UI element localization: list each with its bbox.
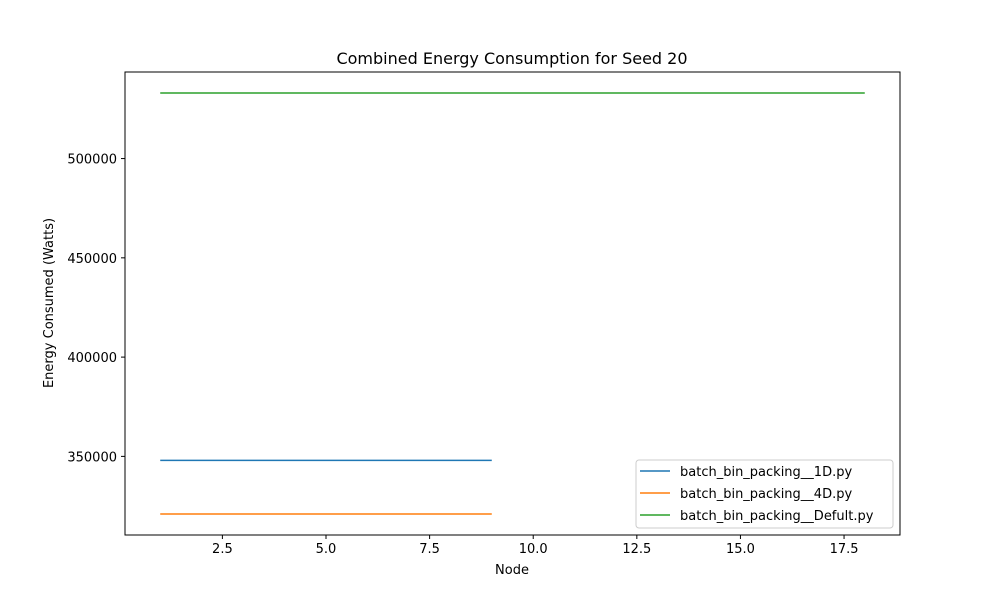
- legend-box: [635, 459, 894, 529]
- x-tick-label: 7.5: [419, 542, 440, 557]
- y-tick-label: 500000: [67, 153, 117, 168]
- legend-entry: batch_bin_packing__Defult.py: [680, 509, 874, 524]
- y-axis-label: Energy Consumed (Watts): [42, 218, 57, 388]
- y-tick-label: 400000: [67, 351, 117, 366]
- x-tick-label: 2.5: [212, 542, 233, 557]
- x-tick-label: 15.0: [726, 542, 755, 557]
- x-axis-label: Node: [495, 563, 529, 578]
- legend-entry: batch_bin_packing__4D.py: [680, 487, 852, 502]
- plot-area: 2.5 5.0 7.5 10.0 12.5 15.0 17.5 350000 400000 450…: [67, 71, 901, 557]
- y-tick-label: 350000: [67, 450, 117, 465]
- x-tick-label: 5.0: [316, 542, 337, 557]
- legend: batch_bin_packing__1D.py batch_bin_packin…: [635, 459, 894, 529]
- chart-title: Combined Energy Consumption for Seed 20: [336, 49, 687, 68]
- y-tick-label: 450000: [67, 252, 117, 267]
- x-tick-label: 12.5: [622, 542, 651, 557]
- x-tick-label: 10.0: [519, 542, 548, 557]
- axes-frame: [124, 71, 901, 536]
- x-tick-label: 17.5: [830, 542, 859, 557]
- legend-entry: batch_bin_packing__1D.py: [680, 465, 852, 480]
